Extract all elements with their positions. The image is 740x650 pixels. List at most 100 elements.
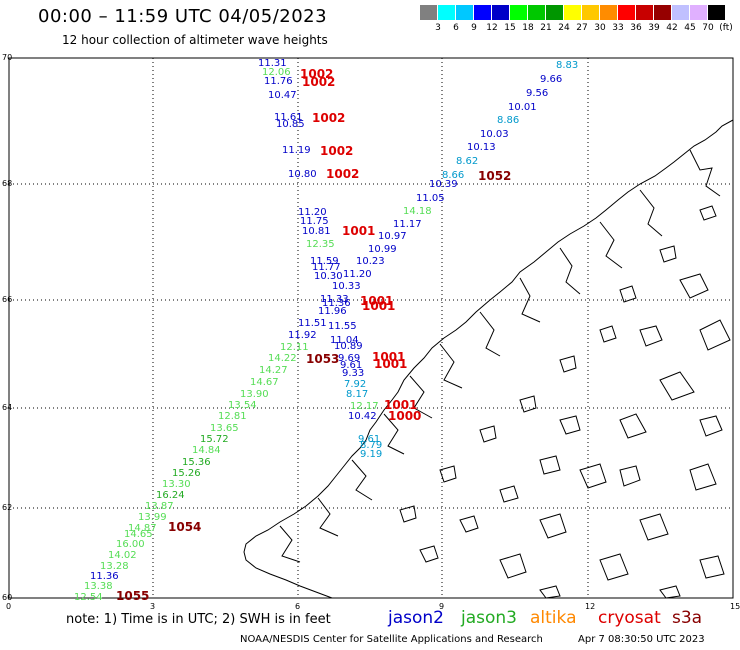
wave-height-label: 11.76	[264, 76, 293, 87]
wave-height-label: 9.19	[360, 449, 382, 460]
pressure-label: 1001	[360, 294, 393, 308]
wave-height-label: 10.47	[268, 90, 297, 101]
wave-height-label: 14.84	[192, 445, 221, 456]
footnote: note: 1) Time is in UTC; 2) SWH is in fe…	[66, 612, 331, 627]
y-tick-label: 62	[2, 503, 12, 512]
wave-height-label: 8.86	[497, 115, 519, 126]
wave-height-label: 13.87	[145, 501, 174, 512]
wave-height-label: 16.24	[156, 490, 185, 501]
wave-height-label: 14.65	[124, 529, 153, 540]
wave-height-label: 11.59	[310, 256, 339, 267]
pressure-label: 1053	[306, 352, 339, 366]
wave-height-label: 11.61	[274, 112, 303, 123]
colorbar-label: 42	[666, 23, 678, 33]
wave-height-label: 13.30	[162, 479, 191, 490]
wave-height-label: 8.83	[556, 60, 578, 71]
y-tick-label: 66	[2, 295, 12, 304]
plot-frame	[8, 57, 734, 599]
legend-jason2: jason2	[388, 608, 444, 628]
colorbar-swatch	[600, 5, 617, 20]
wave-height-label: 7.92	[344, 379, 366, 390]
x-tick-label: 6	[295, 602, 300, 611]
colorbar-label: 39	[648, 23, 660, 33]
wave-height-label: 11.36	[90, 571, 119, 582]
y-tick-label: 70	[2, 53, 12, 62]
wave-height-label: 13.65	[210, 423, 239, 434]
wave-height-label: 13.28	[100, 561, 129, 572]
wave-height-label: 10.81	[302, 226, 331, 237]
y-tick-label: 68	[2, 179, 12, 188]
wave-height-label: 11.17	[393, 219, 422, 230]
wave-height-label: 11.92	[288, 330, 317, 341]
wave-height-label: 11.20	[343, 269, 372, 280]
colorbar-swatch	[456, 5, 473, 20]
colorbar-swatch	[708, 5, 725, 20]
pressure-label: 1001	[362, 299, 395, 313]
wave-height-label: 9.66	[540, 74, 562, 85]
wave-height-label: 10.03	[480, 129, 509, 140]
wave-height-label: 10.89	[334, 341, 363, 352]
wave-height-label: 15.36	[182, 457, 211, 468]
colorbar-label: 15	[504, 23, 516, 33]
colorbar-swatch	[654, 5, 671, 20]
colorbar-swatch	[564, 5, 581, 20]
wave-height-label: 11.19	[282, 145, 311, 156]
pressure-label: 1001	[342, 224, 375, 238]
wave-height-label: 8.79	[360, 440, 382, 451]
wave-height-label: 11.36	[322, 298, 351, 309]
pressure-label: 1002	[312, 111, 345, 125]
wave-height-label: 14.67	[250, 377, 279, 388]
wave-height-label: 11.75	[300, 216, 329, 227]
y-tick-label: 64	[2, 403, 12, 412]
wave-height-label: 10.30	[314, 271, 343, 282]
colorbar-label: (ft)	[719, 23, 733, 33]
colorbar-label: 21	[540, 23, 552, 33]
wave-height-label: 10.23	[356, 256, 385, 267]
pressure-label: 1002	[300, 67, 333, 81]
wave-height-label: 10.39	[429, 179, 458, 190]
y-tick-label: 60	[2, 593, 12, 602]
wave-height-label: 10.13	[467, 142, 496, 153]
wave-height-label: 11.77	[312, 262, 341, 273]
pressure-label: 1055	[116, 589, 149, 603]
colorbar-swatch	[474, 5, 491, 20]
pressure-label: 1002	[326, 167, 359, 181]
coastline-fjords	[279, 149, 721, 563]
coastline	[243, 119, 734, 599]
x-tick-label: 3	[150, 602, 155, 611]
wave-height-label: 12.17	[350, 401, 379, 412]
colorbar-swatch	[492, 5, 509, 20]
legend-cryosat: cryosat	[598, 608, 661, 628]
wave-height-label: 14.02	[108, 550, 137, 561]
pressure-label: 1001	[374, 357, 407, 371]
wave-height-label: 10.33	[332, 281, 361, 292]
map-subtitle: 12 hour collection of altimeter wave hei…	[62, 33, 328, 47]
pressure-label: 1001	[372, 350, 405, 364]
wave-height-label: 9.61	[340, 360, 362, 371]
wave-height-label: 13.54	[228, 400, 257, 411]
pressure-label: 1052	[478, 169, 511, 183]
generated-timestamp: Apr 7 08:30:50 UTC 2023	[578, 634, 705, 645]
wave-height-label: 11.33	[320, 294, 349, 305]
wave-height-label: 10.80	[288, 169, 317, 180]
colorbar-label: 6	[453, 23, 459, 33]
wave-height-label: 10.97	[378, 231, 407, 242]
colorbar-label: 45	[684, 23, 696, 33]
wave-height-label: 11.51	[298, 318, 327, 329]
colorbar-swatch	[618, 5, 635, 20]
wave-height-label: 12.11	[280, 342, 309, 353]
wave-height-label: 13.90	[240, 389, 269, 400]
pressure-label: 1001	[384, 398, 417, 412]
colorbar-label: 3	[435, 23, 441, 33]
coastline-lakes	[499, 273, 723, 599]
wave-height-label: 12.81	[218, 411, 247, 422]
wave-height-label: 11.05	[416, 193, 445, 204]
wave-height-label: 10.85	[276, 119, 305, 130]
colorbar-swatch	[690, 5, 707, 20]
colorbar-swatch	[636, 5, 653, 20]
wave-height-label: 12.06	[262, 67, 291, 78]
axis-tick-labels: 0 3 6 9 12 15 70 68 66 64 62 60	[2, 53, 740, 611]
